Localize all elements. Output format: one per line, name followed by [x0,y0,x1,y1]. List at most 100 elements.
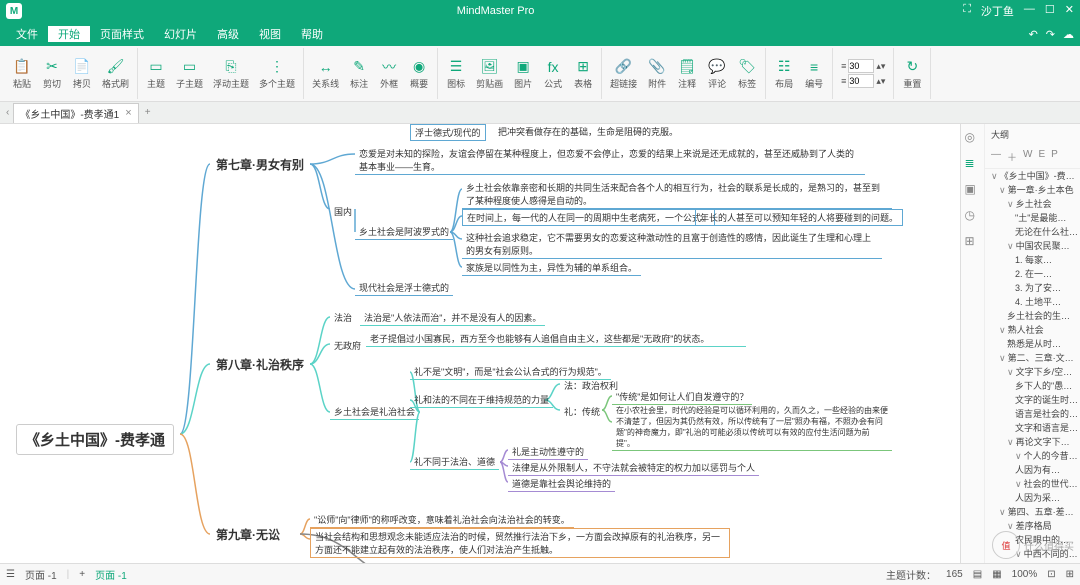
outline-item[interactable]: ∨再论文字下乡/时… [987,435,1078,449]
minimize-icon[interactable]: — [1024,3,1035,19]
mm-node[interactable]: 礼是主动性遵守的 [508,444,588,460]
ribbon-超链接[interactable]: 🔗超链接 [606,56,641,92]
mm-node[interactable]: 法治 [330,310,356,325]
document-tab[interactable]: 《乡土中国》-费孝通1 × [13,103,138,123]
ribbon-重置[interactable]: ↻重置 [898,56,926,92]
mm-node[interactable]: 家族是以同性为主，异性为辅的单系组合。 [462,260,641,276]
cloud-icon[interactable]: ☁ [1063,28,1074,41]
menu-帮助[interactable]: 帮助 [291,26,333,42]
mm-node[interactable]: "传统"是如何让人们自发遵守的？ [612,389,752,405]
outline-item[interactable]: 3. 为了安… [987,281,1078,295]
sb-page-label[interactable]: 页面 -1 [25,567,57,582]
outline-item[interactable]: ∨个人的今昔之隔 [987,449,1078,463]
sb-page-tab[interactable]: 页面 -1 [95,567,127,582]
section-ch8[interactable]: 第八章·礼治秩序 [210,354,310,375]
outline-item[interactable]: ∨《乡土中国》-费孝通 [987,169,1078,183]
sb-view3-icon[interactable]: ⊞ [1066,569,1074,580]
mm-node[interactable]: 国内 [330,204,356,219]
outline-item[interactable]: 乡土社会的生… [987,309,1078,323]
outline-item[interactable]: 文字的诞生时… [987,393,1078,407]
mm-node[interactable]: 道德是靠社会舆论维持的 [508,476,615,492]
side-list-icon[interactable]: ≣ [965,156,981,172]
ribbon-附件[interactable]: 📎附件 [643,56,671,92]
close-icon[interactable]: ✕ [1065,3,1074,19]
outline-item[interactable]: ∨第四、五章·差序… [987,505,1078,519]
outline-item[interactable]: ∨乡土社会 [987,197,1078,211]
undo-icon[interactable]: ↶ [1029,28,1038,41]
mm-node[interactable]: 乡土社会依靠亲密和长期的共同生活来配合各个人的相互行为，社会的联系是长成的，是熟… [462,180,892,209]
ribbon-主题[interactable]: ▭主题 [142,56,170,92]
mm-node[interactable]: 把冲突看做存在的基础，生命是阻碍的克服。 [494,124,682,139]
mm-node[interactable]: 在时间上，每一代的人在同一的周期中生老病死，一个公式。 [462,209,715,226]
mm-node[interactable]: 乡土社会是礼治社会 [330,404,419,420]
sb-view1-icon[interactable]: ▤ [973,569,982,580]
outline-item[interactable]: 无论在什么社… [987,225,1078,239]
mm-node[interactable]: "讼师"向"律师"的称呼改变，意味着礼治社会向法治社会的转变。 [310,512,574,528]
ribbon-图片[interactable]: ▣图片 [509,56,537,92]
menu-开始[interactable]: 开始 [48,26,90,42]
ribbon-多个主题[interactable]: ⋮多个主题 [255,56,299,92]
side-target-icon[interactable]: ◎ [965,130,981,146]
menu-高级[interactable]: 高级 [207,26,249,42]
outline-item[interactable]: 人因为有… [987,463,1078,477]
outline-op[interactable]: E [1038,149,1045,164]
ribbon-剪切[interactable]: ✂剪切 [38,56,66,92]
menu-文件[interactable]: 文件 [6,26,48,42]
outline-op[interactable]: ＋ [1007,149,1017,164]
ribbon-概要[interactable]: ◉概要 [405,56,433,92]
outline-item[interactable]: 语言是社会的… [987,407,1078,421]
tab-add-icon[interactable]: + [139,107,157,118]
mm-node[interactable]: 浮士德式/现代的 [410,124,486,141]
ribbon-表格[interactable]: ⊞表格 [569,56,597,92]
side-box-icon[interactable]: ▣ [965,182,981,198]
section-ch9[interactable]: 第九章·无讼 [210,524,286,545]
outline-item[interactable]: ∨第一章·乡土本色 [987,183,1078,197]
outline-item[interactable]: ∨社会的世代之隔 [987,477,1078,491]
side-grid-icon[interactable]: ⊞ [965,234,981,250]
ribbon-编号[interactable]: ≡编号 [800,56,828,92]
outline-item[interactable]: ∨第二、三章·文字… [987,351,1078,365]
outline-item[interactable]: 文字和语言是… [987,421,1078,435]
mm-node[interactable]: 礼和法的不同在于维持规范的力量 [410,392,553,408]
outline-item[interactable]: "土"是最能… [987,211,1078,225]
mm-node[interactable]: 法治是"人依法而治"，并不是没有人的因素。 [360,310,545,326]
menu-页面样式[interactable]: 页面样式 [90,26,154,42]
mm-node[interactable]: 法律是从外限制人，不守法就会被特定的权力加以惩罚与个人 [508,460,759,476]
ribbon-图标[interactable]: ☰图标 [442,56,470,92]
side-clock-icon[interactable]: ◷ [965,208,981,224]
mm-node[interactable]: 乡土社会是阿波罗式的 [355,224,453,240]
outline-item[interactable]: 2. 在一… [987,267,1078,281]
ribbon-评论[interactable]: 💬评论 [703,56,731,92]
ribbon-拷贝[interactable]: 📄拷贝 [68,56,96,92]
outline-item[interactable]: 乡下人的"愚… [987,379,1078,393]
sb-zoom[interactable]: 100% [1012,569,1038,580]
outline-item[interactable]: 4. 土地平… [987,295,1078,309]
sb-menu-icon[interactable]: ☰ [6,569,15,580]
width-spinner[interactable]: ≡ ▴▾ ≡ ▴▾ [837,57,889,90]
mm-node[interactable]: 在小农社会里，时代的经验是可以循环利用的，久而久之，一些经验的由来便不清楚了，但… [612,404,892,451]
ribbon-浮动主题[interactable]: ⎘浮动主题 [209,56,253,92]
mm-node[interactable]: 礼：传统 [560,404,604,419]
ribbon-注释[interactable]: 🗒注释 [673,56,701,92]
ribbon-粘贴[interactable]: 📋粘贴 [8,56,36,92]
tab-prev-icon[interactable]: ‹ [6,107,9,118]
user-name[interactable]: 沙丁鱼 [981,3,1014,19]
outline-op[interactable]: P [1051,149,1058,164]
outline-op[interactable]: W [1023,149,1032,164]
ribbon-标签[interactable]: 🏷标签 [733,56,761,92]
maximize-icon[interactable]: ☐ [1045,3,1055,19]
tab-close-icon[interactable]: × [125,107,131,119]
sb-fit-icon[interactable]: ⊡ [1047,569,1055,580]
outline-item[interactable]: ∨文字下乡/空间隔膜 [987,365,1078,379]
sb-view2-icon[interactable]: ▦ [992,569,1001,580]
mm-node[interactable]: 礼不同于法治、道德 [410,454,499,470]
ribbon-公式[interactable]: fx公式 [539,56,567,92]
menu-幻灯片[interactable]: 幻灯片 [154,26,207,42]
mm-node[interactable]: 老子提倡过小国寡民，西方至今也能够有人追倡自由主义，这些都是"无政府"的状态。 [366,331,746,347]
redo-icon[interactable]: ↷ [1046,28,1055,41]
mm-node[interactable]: 年长的人甚至可以预知年轻的人将要碰到的问题。 [695,209,903,226]
ribbon-标注[interactable]: ✎标注 [345,56,373,92]
ribbon-布局[interactable]: ☷布局 [770,56,798,92]
ribbon-关系线[interactable]: ↔关系线 [308,56,343,92]
section-ch7[interactable]: 第七章·男女有别 [210,154,310,175]
